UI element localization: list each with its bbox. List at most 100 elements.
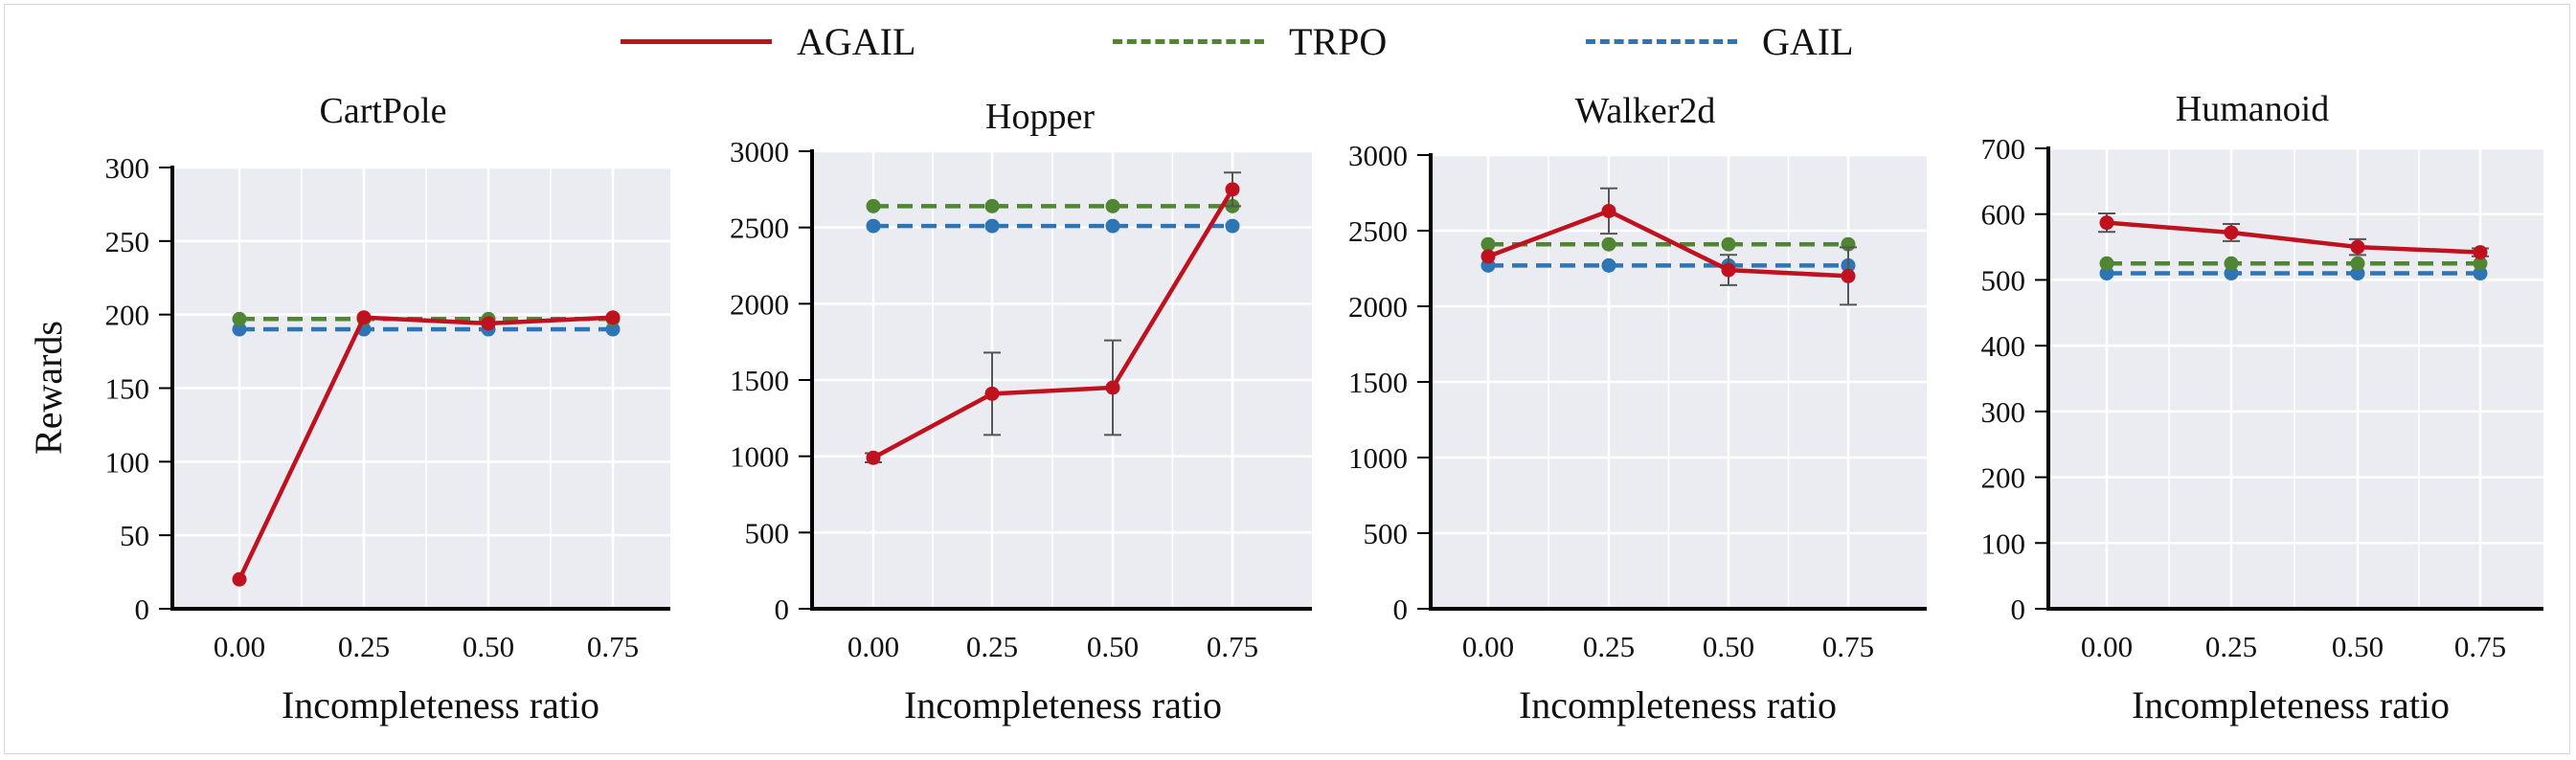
x-tick-label: 0.75	[1207, 630, 1258, 663]
x-tick-label: 0.50	[2332, 630, 2384, 663]
x-tick-label: 0.00	[214, 630, 265, 663]
chart-cartpole: 0 50 100 150 200 250 300 0.00 0.25 0.50 0.75 CartPo…	[27, 91, 670, 726]
series-trpo	[2099, 256, 2488, 271]
data-point-agail	[481, 316, 496, 331]
data-point-gail	[1601, 257, 1616, 273]
y-tick-label: 3000	[730, 135, 789, 168]
data-point-agail	[984, 386, 1000, 401]
y-tick-label: 0	[1393, 592, 1409, 626]
legend-label-trpo: TRPO	[1289, 19, 1388, 63]
chart-walker2d: 0 500 1000 1500 2000 2500 3000 0.00 0.25 0.50 0.75…	[1348, 91, 1927, 726]
y-axis-label: Rewards	[27, 321, 70, 455]
x-axis-label: Incompleteness ratio	[282, 683, 599, 726]
data-point-agail	[1105, 380, 1120, 395]
x-tick-label: 0.00	[847, 630, 899, 663]
y-tick-label: 500	[1364, 517, 1409, 550]
series-agail	[1480, 187, 1857, 306]
data-point-agail	[866, 450, 881, 465]
data-point-agail	[232, 571, 247, 587]
y-tick-label: 3000	[1348, 139, 1408, 172]
data-point-gail	[2473, 266, 2488, 281]
legend-swatch-trpo	[1113, 38, 1264, 44]
x-axis-label: Incompleteness ratio	[1519, 683, 1837, 726]
y-tick-label: 0	[775, 592, 790, 626]
y-tick-label: 600	[1981, 198, 2026, 232]
legend-swatch-gail	[1586, 38, 1737, 44]
data-point-trpo	[984, 198, 1000, 213]
chart-title: Walker2d	[1575, 91, 1716, 131]
data-point-trpo	[2350, 256, 2365, 271]
series-agail	[2098, 212, 2489, 260]
data-point-trpo	[1601, 236, 1616, 252]
series-agail	[232, 310, 621, 587]
x-tick-label: 0.75	[587, 630, 639, 663]
legend: AGAIL TRPO GAIL	[0, 0, 2576, 86]
y-tick-label: 1500	[730, 364, 789, 397]
series-line-agail	[237, 315, 614, 581]
data-point-trpo	[2224, 256, 2239, 271]
data-point-agail	[356, 310, 372, 325]
y-tick-label: 0	[2011, 592, 2026, 626]
y-tick-label: 300	[105, 151, 150, 185]
figure-frame	[4, 4, 2570, 754]
x-axis-label: Incompleteness ratio	[2132, 683, 2450, 726]
y-tick-label: 2500	[1348, 214, 1408, 248]
data-point-agail	[2099, 215, 2114, 231]
data-point-agail	[1841, 268, 1856, 283]
y-tick-label: 2500	[730, 212, 789, 245]
y-tick-label: 1500	[1348, 366, 1408, 399]
data-point-agail	[605, 310, 621, 325]
data-point-trpo	[1105, 198, 1120, 213]
y-tick-label: 700	[1981, 132, 2026, 166]
legend-swatch-agail	[621, 38, 772, 44]
data-point-trpo	[232, 311, 247, 326]
data-point-agail	[2224, 225, 2239, 240]
legend-label-agail: AGAIL	[797, 19, 916, 63]
legend-label-gail: GAIL	[1762, 19, 1854, 63]
series-line-agail	[1487, 209, 1849, 279]
x-tick-label: 0.25	[2205, 630, 2257, 663]
legend-item-gail: GAIL	[1586, 15, 1854, 67]
data-point-agail	[2350, 239, 2365, 255]
series-agail	[865, 171, 1241, 465]
data-point-trpo	[2473, 256, 2488, 271]
data-point-agail	[2473, 245, 2488, 260]
chart-title: CartPole	[320, 91, 447, 131]
data-point-agail	[1601, 203, 1616, 218]
data-point-agail	[1225, 182, 1240, 197]
data-point-gail	[232, 322, 247, 337]
y-tick-label: 500	[745, 516, 790, 549]
plot-area	[2048, 148, 2543, 609]
legend-item-agail: AGAIL	[621, 15, 915, 67]
data-point-gail	[984, 218, 1000, 234]
series-trpo	[866, 198, 1240, 213]
x-tick-label: 0.25	[966, 630, 1018, 663]
y-tick-label: 100	[1981, 526, 2026, 560]
data-point-gail	[1225, 218, 1240, 234]
y-tick-label: 300	[1981, 395, 2026, 429]
x-tick-label: 0.00	[1462, 630, 1514, 663]
series-line-agail	[2106, 220, 2481, 255]
x-tick-label: 0.00	[2081, 630, 2133, 663]
y-tick-label: 2000	[730, 287, 789, 321]
chart-humanoid: 0 100 200 300 400 500 600 700 0.00 0.25 0.50 0.75 Hu…	[1981, 89, 2543, 726]
y-tick-label: 1000	[730, 440, 789, 474]
data-point-gail	[866, 218, 881, 234]
y-tick-label: 200	[105, 299, 150, 332]
data-point-trpo	[1721, 236, 1736, 252]
x-tick-label: 0.25	[338, 630, 390, 663]
y-tick-label: 500	[1981, 263, 2026, 297]
data-point-trpo	[866, 198, 881, 213]
x-tick-label: 0.50	[463, 630, 514, 663]
x-tick-label: 0.75	[1822, 630, 1874, 663]
y-tick-label: 1000	[1348, 441, 1408, 475]
series-gail	[2099, 266, 2488, 281]
y-tick-label: 0	[135, 592, 150, 626]
x-tick-label: 0.50	[1703, 630, 1754, 663]
data-point-trpo	[2099, 256, 2114, 271]
data-point-gail	[1105, 218, 1120, 234]
x-axis-label: Incompleteness ratio	[904, 683, 1222, 726]
data-point-agail	[1480, 249, 1496, 264]
data-point-gail	[2224, 266, 2239, 281]
